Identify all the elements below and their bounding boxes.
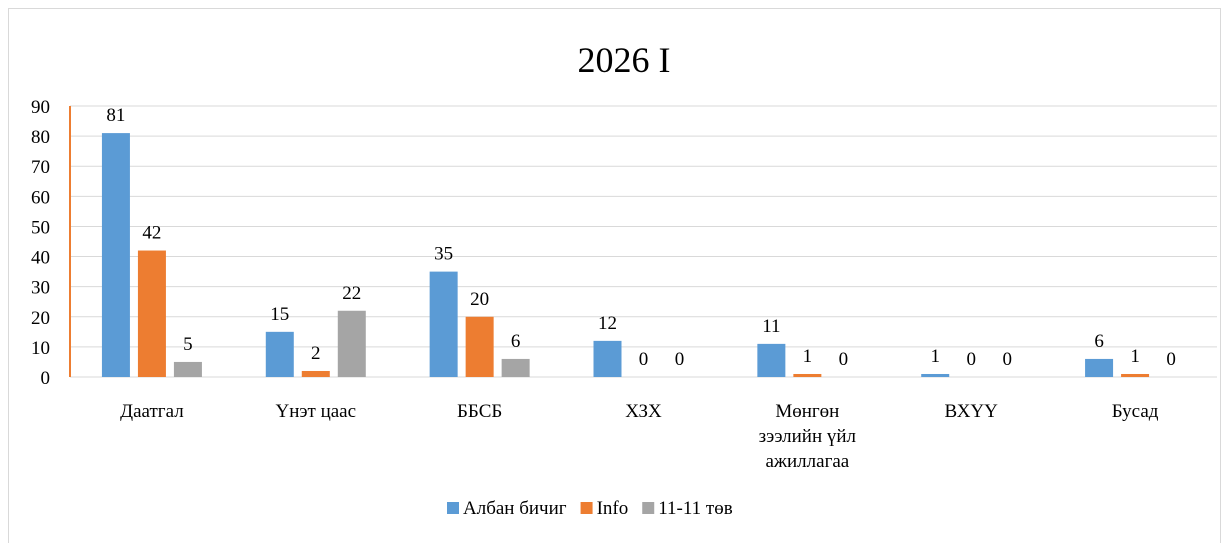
- y-tick-label: 30: [31, 278, 50, 299]
- bar: [265, 331, 294, 377]
- bar: [501, 358, 530, 377]
- data-label: 0: [675, 349, 685, 370]
- data-label: 1: [930, 346, 940, 367]
- data-label: 20: [470, 289, 489, 310]
- data-label: 0: [1002, 349, 1012, 370]
- chart-frame: [8, 8, 1221, 543]
- category-label: Бусад: [1112, 401, 1159, 422]
- legend-swatch: [580, 502, 593, 514]
- data-label: 1: [1130, 346, 1140, 367]
- data-label: 15: [270, 304, 289, 325]
- category-label: ББСБ: [457, 401, 502, 422]
- legend-item: Info: [580, 498, 629, 519]
- gridlines: [70, 105, 1217, 348]
- legend-label: Info: [597, 498, 629, 519]
- bar: [593, 340, 622, 377]
- legend-swatch: [447, 502, 459, 514]
- data-label: 0: [639, 349, 649, 370]
- data-label: 6: [511, 331, 521, 352]
- data-label: 42: [142, 223, 161, 244]
- y-tick-label: 90: [31, 97, 50, 118]
- category-label: ХЗХ: [625, 401, 662, 422]
- bar: [173, 361, 202, 377]
- y-tick-label: 20: [31, 308, 50, 329]
- data-label: 2: [311, 343, 321, 364]
- legend-item: Албан бичиг: [447, 498, 567, 519]
- bar: [301, 370, 330, 377]
- category-label: Даатгал: [120, 401, 184, 422]
- bar: [921, 373, 950, 377]
- bar: [465, 316, 494, 377]
- bar: [757, 343, 786, 377]
- category-label: Мөнгөн: [775, 401, 839, 422]
- y-tick-label: 40: [31, 248, 50, 269]
- data-label: 5: [183, 334, 193, 355]
- y-tick-label: 60: [31, 187, 50, 208]
- bar: [101, 133, 130, 377]
- data-label: 6: [1094, 331, 1104, 352]
- category-labels: Даатгал Үнэт цаас ББСБ ХЗХ Мөнгөн зээлийн үйл…: [120, 401, 1159, 472]
- data-label: 1: [803, 346, 813, 367]
- data-label: 0: [966, 349, 976, 370]
- bar: [1121, 373, 1150, 377]
- data-label: 12: [598, 313, 617, 334]
- y-tick-label: 0: [41, 368, 51, 389]
- data-label: 22: [342, 283, 361, 304]
- chart-title: 2026 I: [578, 40, 671, 80]
- y-tick-label: 80: [31, 127, 50, 148]
- bar: [137, 250, 166, 377]
- bars: [101, 133, 1150, 377]
- bar: [793, 373, 822, 377]
- legend-label: Албан бичиг: [463, 498, 567, 519]
- legend: Албан бичиг Info 11-11 төв: [447, 498, 733, 519]
- data-label: 11: [762, 316, 780, 337]
- data-label: 0: [839, 349, 849, 370]
- category-label: ажиллагаа: [765, 451, 849, 472]
- bar: [1085, 358, 1114, 377]
- data-label: 0: [1166, 349, 1176, 370]
- legend-swatch: [642, 502, 655, 514]
- category-label: ВХҮҮ: [945, 401, 999, 422]
- data-label: 81: [106, 105, 125, 126]
- y-tick-label: 10: [31, 338, 50, 359]
- y-tick-label: 70: [31, 157, 50, 178]
- bar: [337, 310, 366, 377]
- data-label: 35: [434, 244, 453, 265]
- y-tick-label: 50: [31, 217, 50, 238]
- category-label: зээлийн үйл: [759, 426, 857, 447]
- legend-label: 11-11 төв: [658, 498, 732, 519]
- legend-item: 11-11 төв: [642, 498, 733, 519]
- bar: [429, 271, 458, 377]
- category-label: Үнэт цаас: [275, 401, 356, 422]
